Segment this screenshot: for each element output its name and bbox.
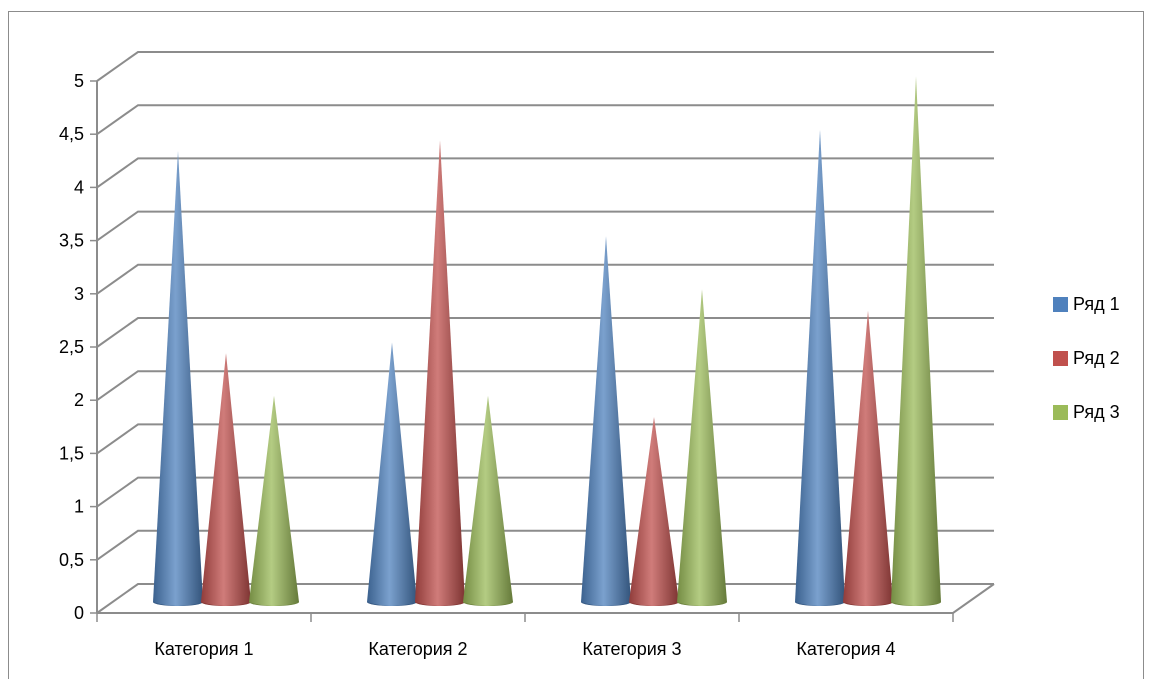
cone-mark: [153, 150, 203, 607]
y-tick-label: 1: [74, 497, 84, 517]
legend-label-series-2: Ряд 2: [1073, 348, 1120, 368]
gridline: [96, 210, 994, 242]
gridlines: [96, 51, 994, 614]
cone-body: [795, 129, 845, 606]
y-tick-label: 1,5: [59, 443, 84, 463]
cone-mark: [367, 342, 417, 606]
cone-mark: [463, 395, 513, 606]
legend-item-series-2: Ряд 2: [1053, 345, 1120, 372]
y-tick-label: 0: [74, 603, 84, 623]
cone-mark: [677, 289, 727, 606]
cone-body: [153, 150, 203, 607]
cone-body: [891, 76, 941, 606]
gridline: [96, 104, 994, 136]
x-axis-labels: Категория 1 Категория 2 Категория 3 Категор…: [154, 639, 895, 659]
cone-mark: [249, 395, 299, 606]
gridline: [96, 263, 994, 295]
x-tick-label: Категория 3: [582, 639, 681, 659]
cone-body: [415, 140, 465, 606]
cone-mark: [795, 129, 845, 606]
y-tick-label: 0,5: [59, 550, 84, 570]
y-tick-label: 5: [74, 71, 84, 91]
cone-body: [463, 395, 513, 606]
gridline: [96, 317, 994, 348]
legend-swatch-series-2: [1053, 351, 1068, 366]
gridline: [96, 370, 994, 402]
x-tick-label: Категория 2: [368, 639, 467, 659]
gridline: [96, 51, 994, 82]
cone-body: [581, 236, 631, 606]
y-tick-label: 2,5: [59, 337, 84, 357]
axes: [90, 80, 995, 622]
y-tick-label: 4: [74, 177, 84, 197]
cone-mark: [629, 416, 679, 606]
cone-body: [629, 416, 679, 606]
y-axis-labels: 0 0,5 1 1,5 2 2,5 3 3,5 4 4,5 5: [59, 71, 84, 623]
cone-body: [201, 353, 251, 606]
cone-mark: [581, 236, 631, 606]
legend-swatch-series-1: [1053, 297, 1068, 312]
y-tick-label: 3: [74, 284, 84, 304]
legend: Ряд 1 Ряд 2 Ряд 3: [1053, 291, 1120, 453]
cone-body: [843, 310, 893, 606]
legend-label-series-3: Ряд 3: [1073, 402, 1120, 422]
cone-body: [367, 342, 417, 606]
y-tick-label: 4,5: [59, 124, 84, 144]
cones: [153, 76, 941, 607]
cone-body: [249, 395, 299, 606]
cone-mark: [201, 353, 251, 606]
y-tick-label: 3,5: [59, 231, 84, 251]
y-tick-label: 2: [74, 390, 84, 410]
cone-mark: [415, 140, 465, 606]
legend-swatch-series-3: [1053, 405, 1068, 420]
legend-item-series-1: Ряд 1: [1053, 291, 1120, 318]
cone-body: [677, 289, 727, 606]
legend-item-series-3: Ряд 3: [1053, 399, 1120, 426]
gridline: [96, 157, 994, 189]
x-tick-label: Категория 1: [154, 639, 253, 659]
cone-mark: [843, 310, 893, 606]
legend-label-series-1: Ряд 1: [1073, 294, 1120, 314]
x-tick-label: Категория 4: [796, 639, 895, 659]
cone-mark: [891, 76, 941, 606]
